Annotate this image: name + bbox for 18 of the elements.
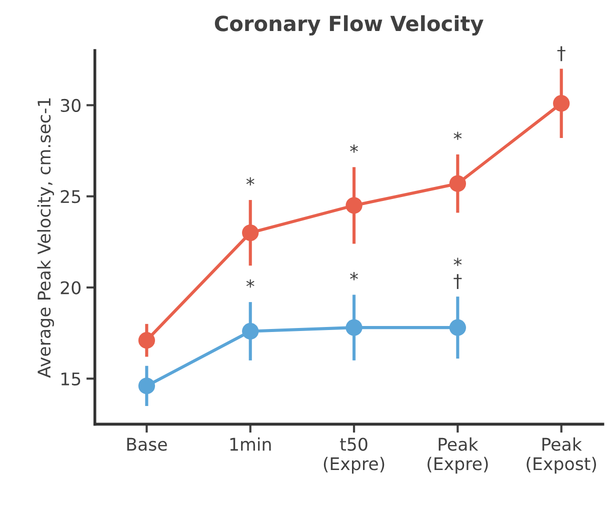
annotation: * [350, 144, 358, 153]
x-tick-label: Base [127, 438, 167, 451]
x-tick-label: Peak (Expost) [526, 437, 596, 474]
chart-title: Coronary Flow Velocity [214, 15, 484, 36]
x-tick-label: 1min [230, 437, 271, 451]
x-tick-label: t50 (Expre) [324, 438, 384, 474]
annotation: * † [454, 258, 462, 290]
y-axis-title: Average Peak Velocity, cm.sec-1 [37, 98, 54, 378]
y-tick-label: 20 [60, 281, 81, 294]
annotation: * [246, 177, 254, 186]
annotation: * [246, 279, 254, 288]
x-tick-label: Peak (Expre) [428, 437, 488, 474]
annotation: * [350, 272, 358, 280]
y-tick-label: 15 [61, 372, 80, 386]
y-tick-label: 25 [60, 190, 80, 204]
y-tick-label: 30 [60, 98, 81, 112]
annotation: * [454, 132, 462, 140]
annotation: † [557, 46, 566, 62]
